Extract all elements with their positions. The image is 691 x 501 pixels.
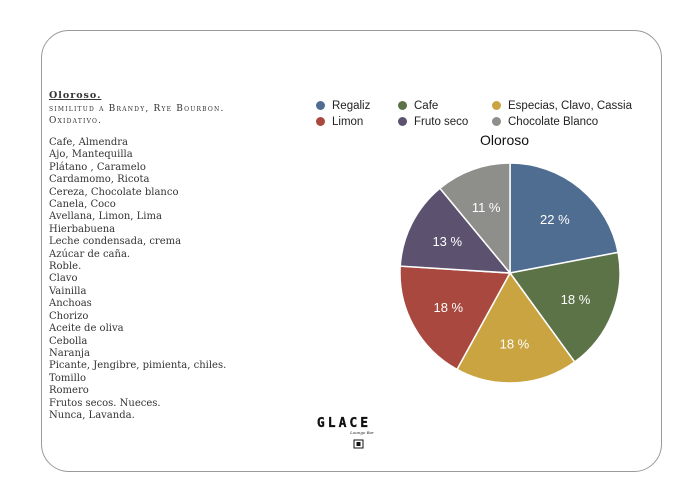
legend-item: Cafe — [398, 100, 438, 112]
slice-label: 11 % — [472, 200, 501, 215]
pie-slice — [438, 162, 511, 276]
subtitle-line-1: similitud a Brandy, Rye Bourbon. — [49, 104, 225, 114]
legend-label: Limon — [332, 116, 364, 128]
pie-slice — [509, 162, 619, 274]
note-item: Romero — [49, 385, 89, 397]
legend-item: Fruto seco — [398, 116, 468, 128]
legend-label: Regaliz — [332, 100, 371, 112]
tasting-notes-panel: Oloroso. similitud a Brandy, Rye Bourbon… — [49, 90, 299, 422]
note-item: Avellana, Limon, Lima — [49, 211, 162, 223]
slice-label: 18 % — [433, 300, 463, 315]
svg-text:Lounge Bar: Lounge Bar — [349, 430, 375, 435]
note-item: Plátano , Caramelo — [49, 161, 146, 173]
slice-label: 18 % — [500, 336, 530, 351]
pie-slice — [455, 271, 576, 384]
legend-label: Fruto seco — [414, 116, 469, 128]
legend-swatch — [492, 101, 501, 110]
legend-swatch — [398, 117, 407, 126]
final-note: Nunca, Lavanda. — [49, 409, 135, 421]
note-item: Hierbabuena — [49, 223, 116, 235]
note-item: Canela, Coco — [49, 199, 116, 211]
slice-label: 18 % — [561, 292, 591, 307]
note-item: Anchoas — [49, 298, 92, 310]
legend-item: Limon — [316, 116, 363, 128]
note-item: Cereza, Chocolate blanco — [49, 186, 179, 198]
note-item: Naranja — [49, 347, 90, 359]
legend-label: Especias, Clavo, Cassia — [508, 100, 632, 112]
legend-label: Chocolate Blanco — [508, 116, 599, 128]
legend-item: Chocolate Blanco — [492, 116, 598, 128]
note-item: Tomillo — [49, 372, 87, 384]
note-item: Vainilla — [49, 285, 87, 297]
pie-chart: 22 % 18 % 18 % 18 % 13 % 11 % — [399, 162, 621, 384]
pie-slice — [399, 265, 512, 371]
note-item: Cardamomo, Ricota — [49, 174, 150, 186]
legend-swatch — [492, 117, 501, 126]
slice-label: 22 % — [540, 212, 570, 227]
note-item: Leche condensada, crema — [49, 236, 182, 248]
note-item: Azúcar de caña. — [49, 248, 131, 260]
glace-logo: GLACE Lounge Bar — [317, 416, 375, 449]
pie-slice — [508, 251, 621, 364]
slice-label: 13 % — [432, 234, 462, 249]
pie-slice — [399, 187, 512, 274]
note-item: Picante, Jengibre, pimienta, chiles. — [49, 360, 227, 372]
notes-list: Cafe, Almendra Ajo, Mantequilla Plátano , … — [49, 137, 299, 410]
note-item: Cebolla — [49, 335, 88, 347]
note-item: Clavo — [49, 273, 78, 285]
note-item: Roble. — [49, 261, 82, 273]
note-item: Cafe, Almendra — [49, 137, 128, 148]
legend-swatch — [316, 101, 325, 110]
legend-swatch — [398, 101, 407, 110]
svg-text:GLACE: GLACE — [317, 416, 371, 431]
legend-item: Regaliz — [316, 100, 370, 112]
wine-title: Oloroso. — [49, 90, 102, 101]
legend-swatch — [316, 117, 325, 126]
note-item: Chorizo — [49, 310, 89, 322]
legend-item: Especias, Clavo, Cassia — [492, 100, 632, 112]
chart-title: Oloroso — [480, 132, 530, 148]
subtitle-line-2: Oxidativo. — [49, 116, 103, 126]
note-item: Ajo, Mantequilla — [49, 149, 133, 161]
legend-label: Cafe — [414, 100, 439, 112]
note-item: Frutos secos. Nueces. — [49, 397, 161, 409]
note-item: Aceite de oliva — [49, 323, 124, 335]
